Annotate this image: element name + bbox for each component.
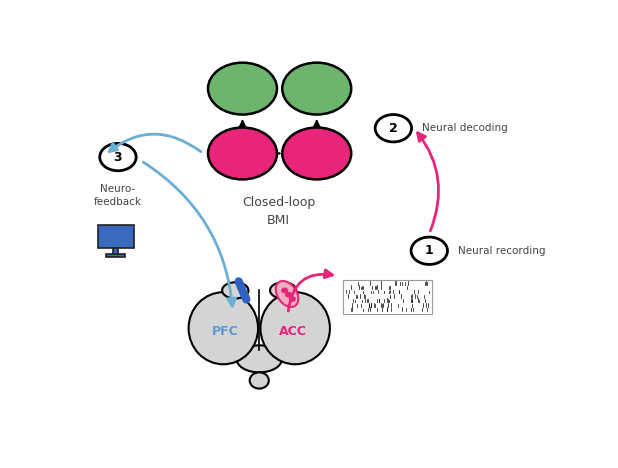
Text: ACC: ACC	[279, 325, 307, 338]
Circle shape	[208, 63, 277, 115]
Ellipse shape	[270, 282, 297, 299]
Bar	[106, 254, 125, 256]
Bar	[112, 248, 119, 254]
Text: Closed-loop
BMI: Closed-loop BMI	[242, 196, 315, 227]
Circle shape	[375, 115, 412, 142]
Ellipse shape	[237, 345, 282, 373]
Circle shape	[99, 143, 136, 171]
Text: Neural decoding: Neural decoding	[422, 123, 508, 133]
Circle shape	[208, 127, 277, 179]
Ellipse shape	[222, 282, 248, 299]
Bar	[98, 225, 133, 248]
Ellipse shape	[188, 292, 258, 364]
Circle shape	[289, 297, 295, 301]
Text: 3: 3	[114, 151, 122, 163]
Circle shape	[282, 127, 351, 179]
Text: 1: 1	[425, 244, 434, 257]
Circle shape	[282, 288, 287, 292]
Bar	[343, 279, 432, 314]
Text: 2: 2	[389, 122, 398, 135]
Ellipse shape	[260, 292, 330, 364]
Circle shape	[286, 292, 291, 297]
Circle shape	[411, 237, 447, 264]
Text: PFC: PFC	[213, 325, 239, 338]
Circle shape	[282, 63, 351, 115]
Ellipse shape	[276, 281, 298, 307]
Text: Neural recording: Neural recording	[458, 246, 546, 256]
Ellipse shape	[250, 373, 269, 388]
Text: Neuro-
feedback: Neuro- feedback	[94, 184, 142, 207]
